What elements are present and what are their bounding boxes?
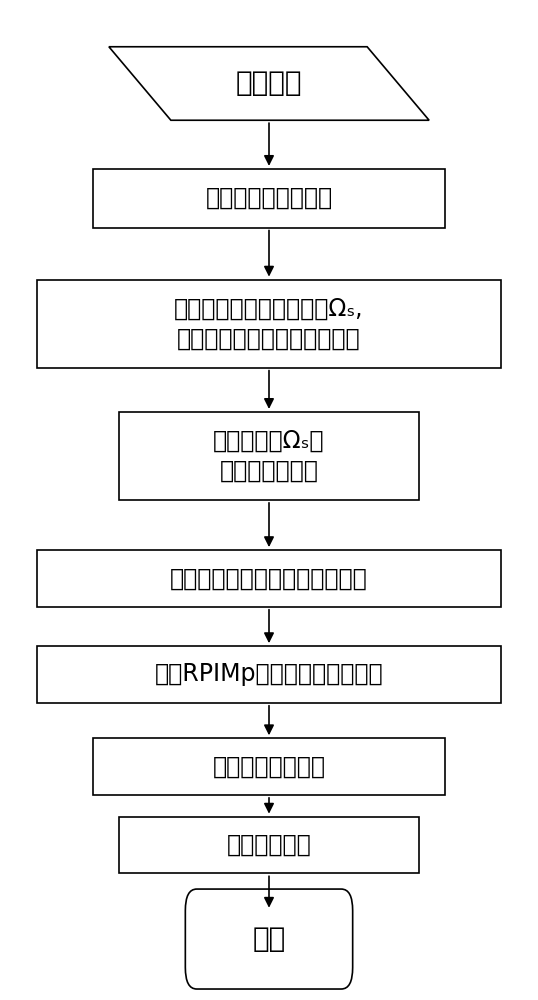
Text: 对所有节点进行循环: 对所有节点进行循环 bbox=[206, 186, 332, 210]
Text: 对积分点进行循环组装系统矩阵: 对积分点进行循环组装系统矩阵 bbox=[170, 566, 368, 590]
Text: 通过RPIMp形函数施加边界条件: 通过RPIMp形函数施加边界条件 bbox=[155, 662, 383, 686]
FancyBboxPatch shape bbox=[119, 412, 419, 500]
FancyBboxPatch shape bbox=[37, 279, 501, 368]
FancyBboxPatch shape bbox=[94, 738, 444, 795]
Text: 结束对节点的循环: 结束对节点的循环 bbox=[213, 755, 325, 779]
Text: 在局部子域Ωₛ边
界上设置积分点: 在局部子域Ωₛ边 界上设置积分点 bbox=[213, 429, 325, 483]
FancyBboxPatch shape bbox=[37, 646, 501, 703]
FancyBboxPatch shape bbox=[119, 817, 419, 873]
Text: 节点剖分: 节点剖分 bbox=[236, 70, 302, 98]
Text: 求解系统矩阵: 求解系统矩阵 bbox=[226, 833, 312, 857]
Polygon shape bbox=[109, 47, 429, 120]
Text: 结束: 结束 bbox=[252, 925, 286, 953]
FancyBboxPatch shape bbox=[37, 550, 501, 607]
FancyBboxPatch shape bbox=[94, 169, 444, 228]
Text: 确定每个节点的局部子域Ωₛ,
缩小靠近边界处的节点支持域: 确定每个节点的局部子域Ωₛ, 缩小靠近边界处的节点支持域 bbox=[174, 297, 364, 350]
FancyBboxPatch shape bbox=[185, 889, 353, 989]
